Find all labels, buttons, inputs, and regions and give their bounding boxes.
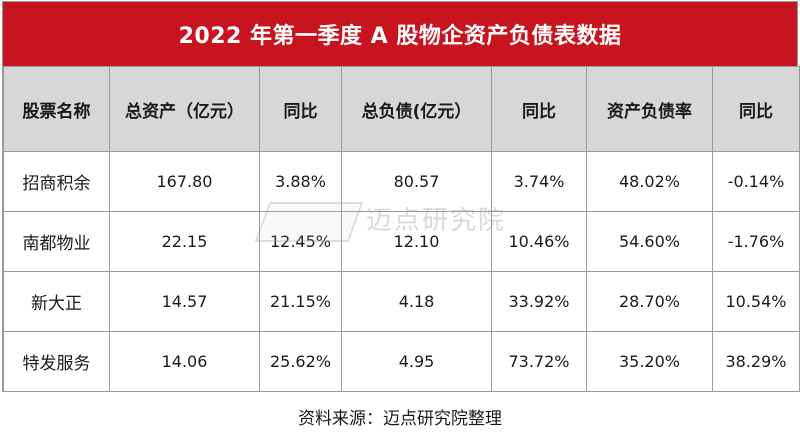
header-ratio-yoy: 同比 bbox=[712, 66, 800, 152]
table-row: 招商积余 167.80 3.88% 80.57 3.74% 48.02% -0.… bbox=[3, 151, 800, 212]
header-total-assets: 总资产（亿元） bbox=[109, 66, 260, 152]
balance-sheet-table: 2022 年第一季度 A 股物企资产负债表数据 股票名称 总资产（亿元） 同比 … bbox=[2, 1, 800, 392]
header-assets-yoy: 同比 bbox=[259, 66, 342, 152]
cell-total-assets: 22.15 bbox=[109, 211, 260, 272]
cell-stock-name: 新大正 bbox=[3, 271, 110, 332]
data-table: 股票名称 总资产（亿元） 同比 总负债(亿元） 同比 资产负债率 同比 招商积余… bbox=[3, 66, 800, 392]
cell-stock-name: 南都物业 bbox=[3, 211, 110, 272]
cell-debt-ratio: 48.02% bbox=[586, 151, 713, 212]
cell-debt-ratio: 35.20% bbox=[586, 331, 713, 392]
cell-liabilities-yoy: 33.92% bbox=[491, 271, 587, 332]
cell-liabilities-yoy: 10.46% bbox=[491, 211, 587, 272]
header-stock-name: 股票名称 bbox=[3, 66, 110, 152]
table-title: 2022 年第一季度 A 股物企资产负债表数据 bbox=[3, 2, 797, 66]
cell-liabilities-yoy: 3.74% bbox=[491, 151, 587, 212]
cell-total-liabilities: 12.10 bbox=[341, 211, 492, 272]
cell-total-assets: 14.57 bbox=[109, 271, 260, 332]
cell-assets-yoy: 3.88% bbox=[259, 151, 342, 212]
table-row: 特发服务 14.06 25.62% 4.95 73.72% 35.20% 38.… bbox=[3, 331, 800, 392]
cell-ratio-yoy: 38.29% bbox=[712, 331, 800, 392]
cell-debt-ratio: 28.70% bbox=[586, 271, 713, 332]
cell-assets-yoy: 25.62% bbox=[259, 331, 342, 392]
cell-total-assets: 167.80 bbox=[109, 151, 260, 212]
cell-ratio-yoy: 10.54% bbox=[712, 271, 800, 332]
cell-assets-yoy: 21.15% bbox=[259, 271, 342, 332]
header-debt-ratio: 资产负债率 bbox=[586, 66, 713, 152]
table-row: 新大正 14.57 21.15% 4.18 33.92% 28.70% 10.5… bbox=[3, 271, 800, 332]
cell-debt-ratio: 54.60% bbox=[586, 211, 713, 272]
cell-assets-yoy: 12.45% bbox=[259, 211, 342, 272]
cell-total-liabilities: 4.95 bbox=[341, 331, 492, 392]
cell-ratio-yoy: -1.76% bbox=[712, 211, 800, 272]
cell-stock-name: 招商积余 bbox=[3, 151, 110, 212]
header-row: 股票名称 总资产（亿元） 同比 总负债(亿元） 同比 资产负债率 同比 bbox=[3, 66, 800, 152]
cell-stock-name: 特发服务 bbox=[3, 331, 110, 392]
header-liabilities-yoy: 同比 bbox=[491, 66, 587, 152]
source-note: 资料来源：迈点研究院整理 bbox=[298, 409, 502, 429]
cell-total-liabilities: 80.57 bbox=[341, 151, 492, 212]
header-total-liabilities: 总负债(亿元） bbox=[341, 66, 492, 152]
cell-total-assets: 14.06 bbox=[109, 331, 260, 392]
cell-ratio-yoy: -0.14% bbox=[712, 151, 800, 212]
cell-liabilities-yoy: 73.72% bbox=[491, 331, 587, 392]
cell-total-liabilities: 4.18 bbox=[341, 271, 492, 332]
table-row: 南都物业 22.15 12.45% 12.10 10.46% 54.60% -1… bbox=[3, 211, 800, 272]
